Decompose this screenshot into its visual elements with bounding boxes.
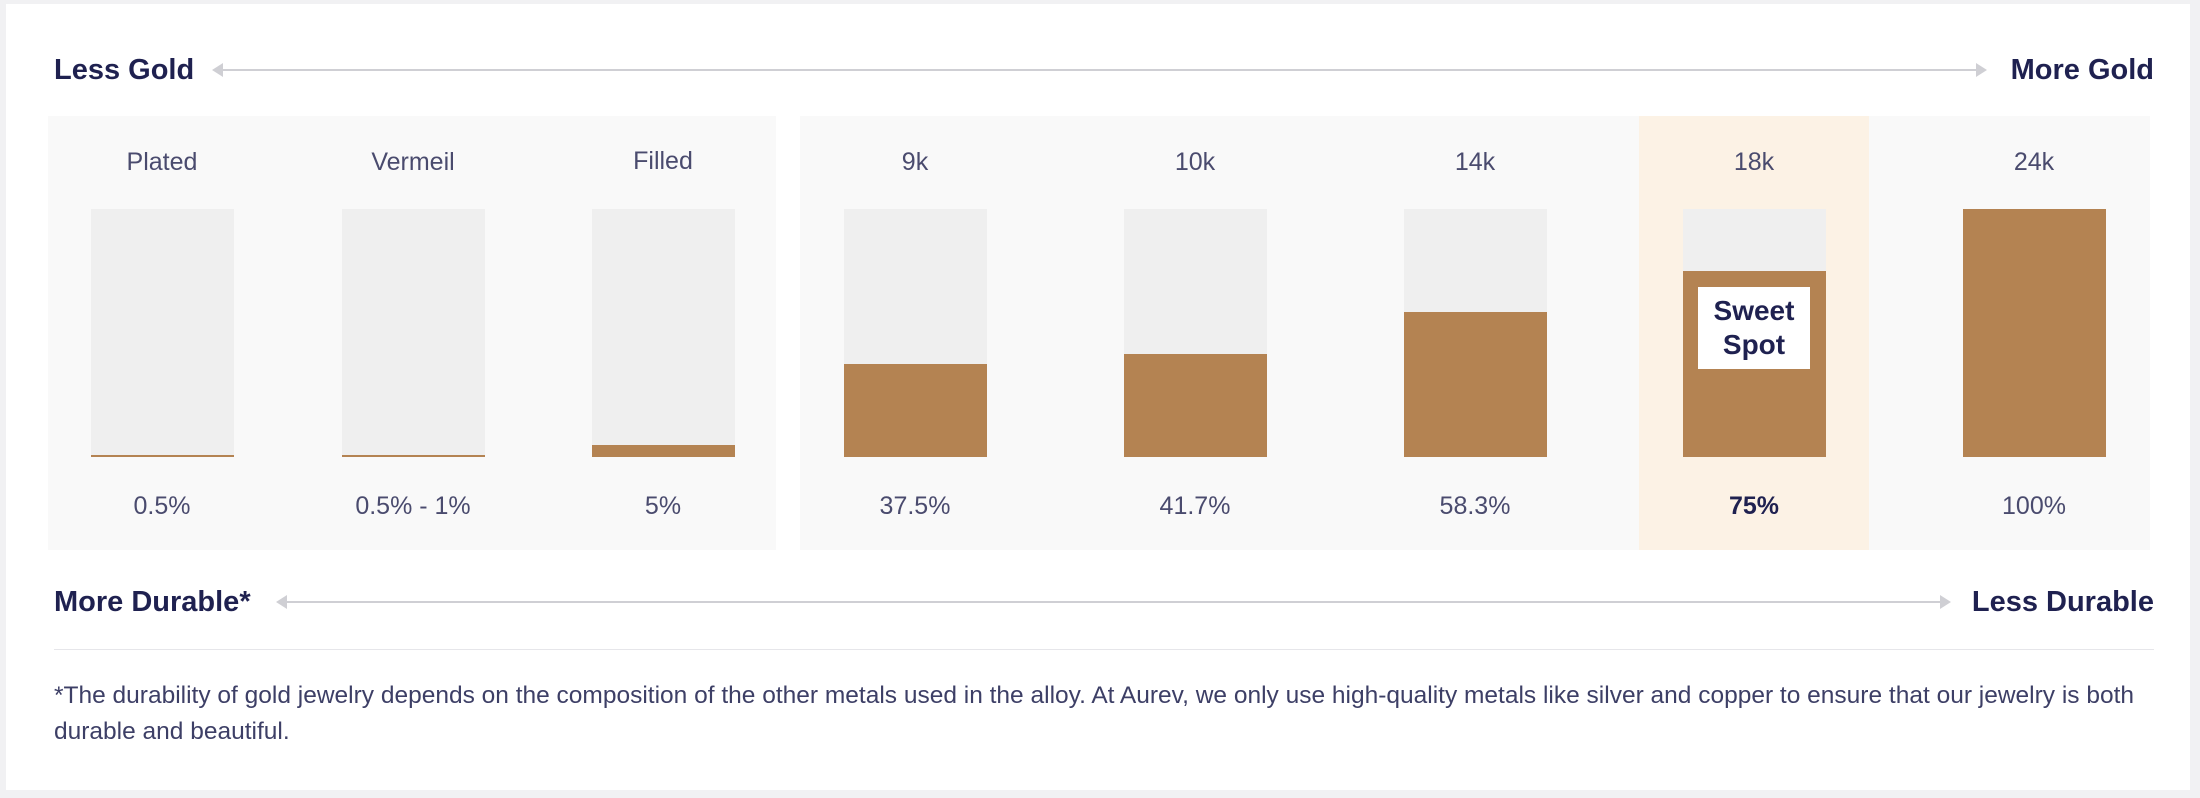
category-label-24k: 24k	[2013, 148, 2055, 176]
less-gold-label: Less Gold	[54, 54, 195, 86]
bar-fill-14k	[1403, 312, 1547, 457]
bar-fill-filled	[591, 444, 735, 457]
bar-track-14k	[1403, 209, 1547, 457]
durability-scale: More Durable* Less Durable	[54, 582, 2154, 622]
bar-fill-10k	[1123, 353, 1267, 457]
gold-scale-arrow	[212, 63, 1987, 77]
bar-fill-9k	[843, 364, 987, 457]
category-label-10k: 10k	[1174, 148, 1216, 176]
durability-footnote: *The durability of gold jewelry depends …	[54, 682, 2135, 745]
gold-amount-scale: Less Gold More Gold	[54, 50, 2154, 90]
bar-track-24k	[1962, 209, 2106, 457]
bar-track-10k	[1123, 209, 1267, 457]
category-label-9k: 9k	[901, 148, 929, 176]
value-label-24k: 100%	[2002, 492, 2066, 520]
bar-fill-plated	[90, 455, 234, 457]
category-label-18k: 18k	[1733, 148, 1775, 176]
gold-purity-card: Less Gold More Gold Plated 0.5% Vermeil 0.5…	[6, 4, 2190, 790]
bar-fill-vermeil	[341, 454, 485, 457]
bar-track-plated	[90, 209, 234, 457]
value-label-10k: 41.7%	[1159, 492, 1231, 520]
value-label-18k: 75%	[1728, 492, 1780, 520]
sweet-spot-badge: Sweet Spot	[1698, 287, 1810, 369]
category-label-vermeil: Vermeil	[371, 148, 455, 176]
bar-track-9k	[843, 209, 987, 457]
bar-track-filled	[591, 209, 735, 457]
bar-fill-24k	[1962, 209, 2106, 457]
bar-track-vermeil	[341, 209, 485, 457]
category-label-14k: 14k	[1454, 148, 1496, 176]
value-label-plated: 0.5%	[133, 492, 191, 520]
value-label-9k: 37.5%	[879, 492, 951, 520]
value-label-14k: 58.3%	[1439, 492, 1511, 520]
less-durable-label: Less Durable	[1971, 586, 2154, 618]
value-label-filled: 5%	[644, 492, 682, 520]
category-label-filled: Filled	[633, 147, 693, 175]
footnote-divider	[54, 649, 2154, 650]
category-label-plated: Plated	[126, 148, 198, 176]
more-gold-label: More Gold	[2010, 54, 2154, 86]
durability-scale-arrow	[276, 595, 1951, 609]
more-durable-label: More Durable*	[54, 586, 251, 618]
value-label-vermeil: 0.5% - 1%	[355, 492, 471, 520]
